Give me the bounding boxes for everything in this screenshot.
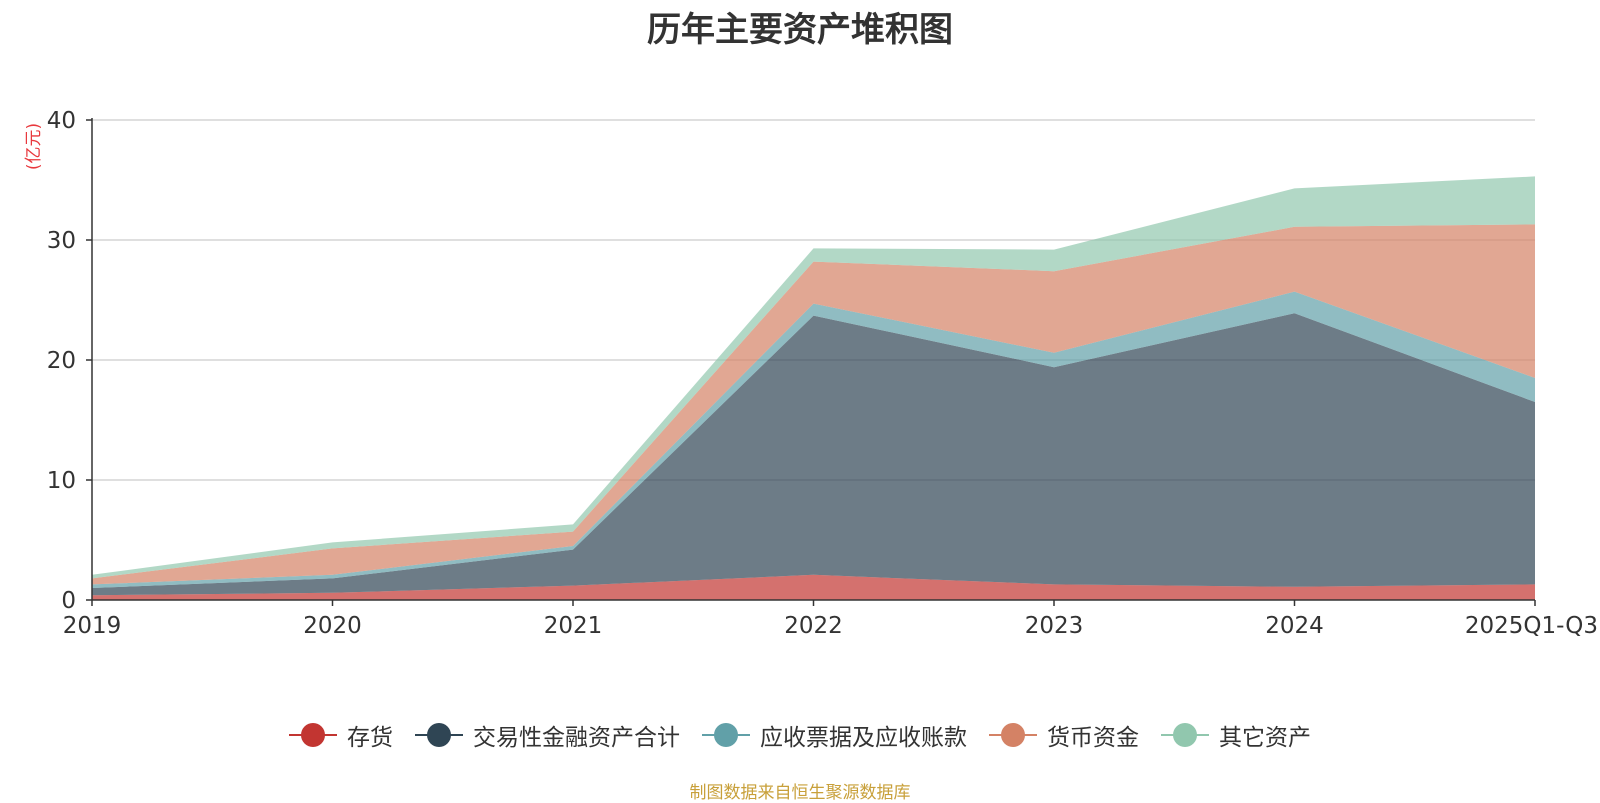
legend-item-5[interactable]: 其它资产 <box>1161 718 1311 752</box>
y-tick-label-0: 0 <box>61 588 76 614</box>
axes <box>86 118 1536 606</box>
legend: 存货 交易性金融资产合计 应收票据及应收账款 货币资金 其它资产 <box>0 718 1600 752</box>
y-tick-label-30: 30 <box>47 228 76 254</box>
legend-item-4[interactable]: 货币资金 <box>989 718 1139 752</box>
x-tick-label-6: 2025Q1-Q3 <box>1465 613 1598 639</box>
x-tick-label-0: 2019 <box>63 613 122 639</box>
source-note: 制图数据来自恒生聚源数据库 <box>689 783 911 803</box>
legend-item-3[interactable]: 应收票据及应收账款 <box>702 718 967 752</box>
tick-labels: 0 10 20 30 40 2019 2020 2021 2022 2023 2024 2025Q1-… <box>47 108 1598 639</box>
legend-label: 存货 <box>347 725 393 751</box>
area-series-2 <box>92 313 1535 596</box>
x-tick-label-5: 2024 <box>1265 613 1324 639</box>
legend-item-1[interactable]: 存货 <box>289 718 393 752</box>
y-tick-label-40: 40 <box>47 108 76 134</box>
y-tick-label-10: 10 <box>47 468 76 494</box>
legend-marker-icon <box>702 723 750 747</box>
area-series-1 <box>92 574 1535 600</box>
legend-marker-icon <box>415 723 463 747</box>
legend-label: 货币资金 <box>1047 725 1139 751</box>
legend-item-2[interactable]: 交易性金融资产合计 <box>415 718 680 752</box>
legend-marker-icon <box>989 723 1037 747</box>
chart-title: 历年主要资产堆积图 <box>647 10 953 50</box>
y-tick-label-20: 20 <box>47 348 76 374</box>
legend-label: 交易性金融资产合计 <box>473 725 680 751</box>
x-tick-label-1: 2020 <box>303 613 362 639</box>
area-series-5 <box>92 176 1535 579</box>
legend-label: 应收票据及应收账款 <box>760 725 967 751</box>
legend-marker-icon <box>1161 723 1209 747</box>
legend-label: 其它资产 <box>1219 725 1311 751</box>
legend-marker-icon <box>289 723 337 747</box>
area-series-4 <box>92 224 1535 585</box>
area-series <box>92 176 1535 600</box>
x-tick-label-3: 2022 <box>784 613 843 639</box>
x-tick-label-2: 2021 <box>544 613 603 639</box>
stacked-area-chart: 0 10 20 30 40 2019 2020 2021 2022 2023 2024 2025Q1-… <box>47 108 1598 639</box>
x-tick-label-4: 2023 <box>1025 613 1084 639</box>
